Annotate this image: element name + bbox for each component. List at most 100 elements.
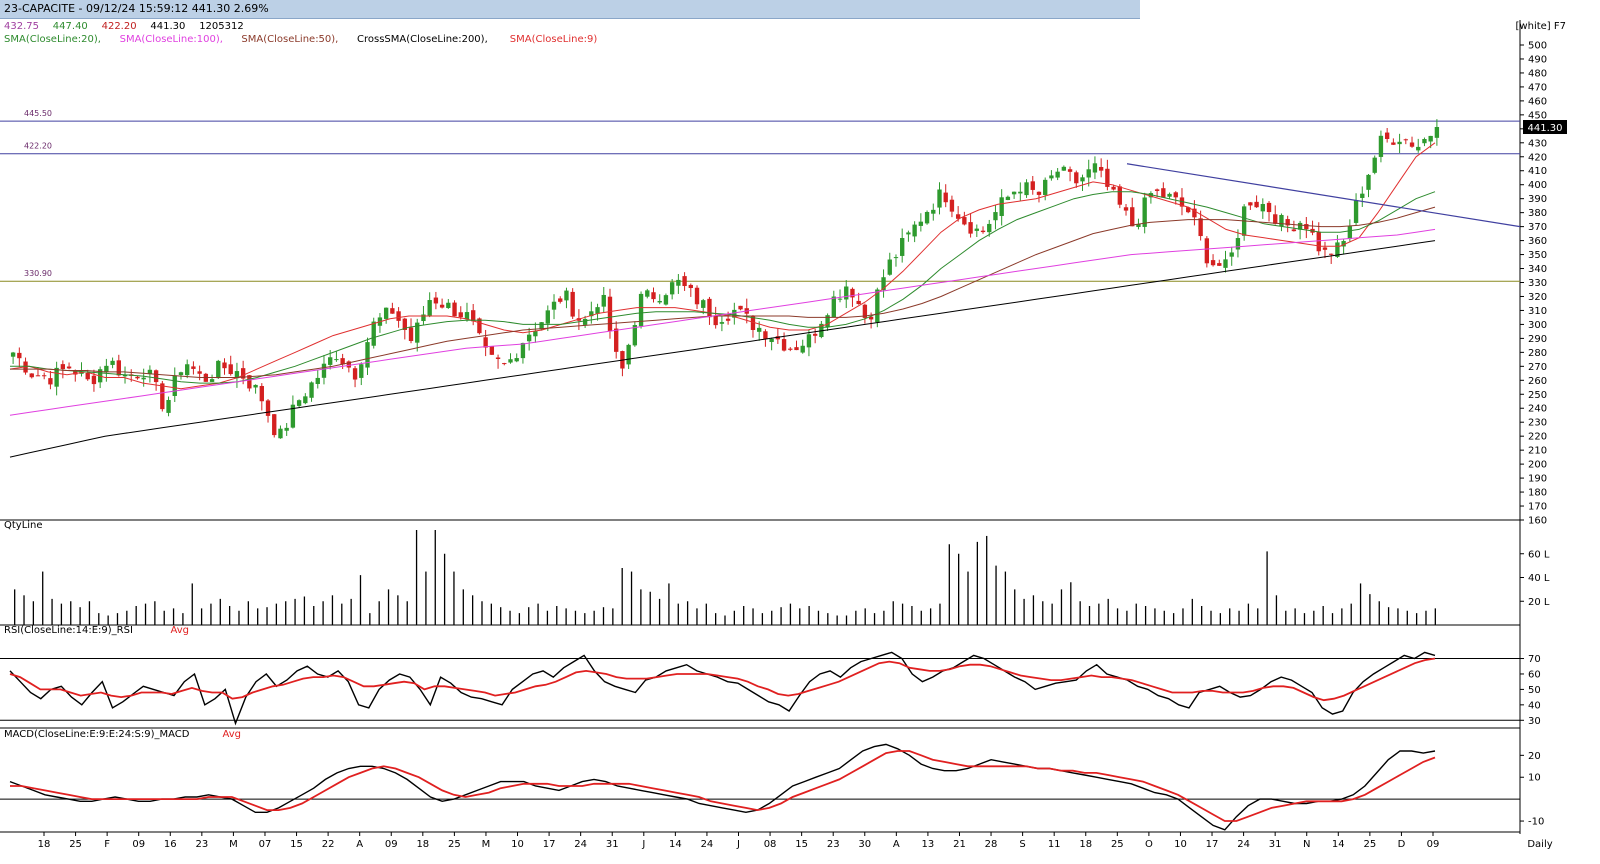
candle-body bbox=[750, 315, 756, 330]
rsi-line bbox=[9, 651, 1436, 726]
rsi-line bbox=[9, 657, 1436, 702]
candle-body bbox=[1384, 132, 1390, 139]
candle-body bbox=[48, 378, 53, 385]
candle-body bbox=[191, 366, 196, 369]
x-tick-label: 24 bbox=[1237, 839, 1250, 850]
candle-body bbox=[595, 307, 600, 314]
candle-body bbox=[321, 363, 327, 378]
candle-body bbox=[334, 359, 339, 361]
candle-body bbox=[402, 318, 407, 330]
candle-body bbox=[421, 314, 426, 322]
candle-body bbox=[1416, 146, 1421, 151]
candle-body bbox=[632, 325, 638, 346]
macd-tick-label: -10 bbox=[1528, 817, 1544, 828]
candle-body bbox=[638, 293, 644, 327]
price-tick-label: 240 bbox=[1528, 404, 1547, 415]
ohlc-value: 422.20 bbox=[102, 21, 137, 32]
candle-body bbox=[1285, 219, 1290, 226]
candle-body bbox=[141, 377, 146, 380]
candle-body bbox=[1130, 207, 1135, 227]
price-tick-label: 340 bbox=[1528, 264, 1547, 275]
candle-body bbox=[1266, 202, 1272, 213]
candle-body bbox=[10, 352, 16, 357]
price-tick-label: 420 bbox=[1528, 152, 1547, 163]
candle-body bbox=[570, 291, 575, 317]
candle-body bbox=[993, 212, 998, 221]
price-level-label: 330.90 bbox=[24, 269, 52, 278]
x-tick-label: 07 bbox=[259, 839, 272, 850]
candle-body bbox=[415, 322, 420, 343]
candle-body bbox=[91, 375, 97, 385]
candle-body bbox=[508, 359, 513, 363]
candle-body bbox=[862, 304, 868, 318]
x-tick-label: A bbox=[893, 839, 900, 850]
candle-body bbox=[924, 211, 930, 224]
candle-body bbox=[1030, 181, 1035, 190]
last-price-box bbox=[1523, 120, 1567, 135]
candle-body bbox=[1347, 226, 1353, 239]
rsi-tick-label: 70 bbox=[1528, 654, 1541, 665]
candle-body bbox=[228, 364, 233, 375]
volume-tick-label: 60 L bbox=[1528, 549, 1550, 560]
x-tick-label: A bbox=[356, 839, 363, 850]
candle-body bbox=[216, 360, 221, 379]
candle-body bbox=[725, 318, 731, 321]
ohlc-value: 1205312 bbox=[199, 21, 244, 32]
candle-body bbox=[763, 331, 768, 339]
x-tick-label: 25 bbox=[448, 839, 461, 850]
x-tick-label: 15 bbox=[290, 839, 303, 850]
price-tick-label: 350 bbox=[1528, 250, 1547, 261]
candle-body bbox=[1074, 172, 1079, 184]
candle-body bbox=[1434, 127, 1440, 138]
candle-body bbox=[247, 375, 252, 389]
price-tick-label: 380 bbox=[1528, 208, 1547, 219]
x-tick-label: 28 bbox=[985, 839, 998, 850]
x-tick-label: 09 bbox=[385, 839, 398, 850]
candle-body bbox=[17, 352, 22, 359]
candle-body bbox=[955, 214, 961, 219]
chart-title: 23-CAPACITE - 09/12/24 15:59:12 441.30 2… bbox=[4, 2, 269, 15]
ma-line bbox=[9, 240, 1436, 458]
x-tick-label: 24 bbox=[574, 839, 587, 850]
candle-body bbox=[1304, 224, 1309, 230]
candle-body bbox=[1409, 142, 1415, 147]
candle-body bbox=[35, 375, 41, 377]
candle-body bbox=[788, 348, 793, 350]
trendline bbox=[1126, 163, 1521, 228]
price-tick-label: 200 bbox=[1528, 460, 1547, 471]
candle-body bbox=[887, 259, 892, 275]
candle-body bbox=[315, 377, 320, 384]
candle-body bbox=[1192, 208, 1197, 218]
indicator-legend: CrossSMA(CloseLine:200), bbox=[357, 34, 488, 45]
candle-body bbox=[1372, 157, 1377, 173]
rsi-tick-label: 60 bbox=[1528, 669, 1541, 680]
candle-body bbox=[1360, 193, 1365, 198]
x-tick-label: 24 bbox=[701, 839, 714, 850]
candle-body bbox=[906, 232, 911, 235]
price-tick-label: 390 bbox=[1528, 194, 1547, 205]
candle-body bbox=[458, 312, 463, 318]
macd-line bbox=[9, 743, 1436, 831]
price-tick-label: 170 bbox=[1528, 502, 1547, 513]
macd-panel-label: MACD(CloseLine:E:9:E:24:S:9)_MACD bbox=[4, 729, 190, 740]
candle-body bbox=[850, 288, 855, 298]
x-tick-label: N bbox=[1303, 839, 1310, 850]
candle-body bbox=[1055, 171, 1060, 178]
x-tick-label: S bbox=[1019, 839, 1025, 850]
candle-body bbox=[844, 286, 849, 300]
candle-body bbox=[433, 297, 439, 304]
x-tick-label: 31 bbox=[1269, 839, 1282, 850]
candle-body bbox=[1378, 135, 1384, 157]
price-tick-label: 220 bbox=[1528, 432, 1547, 443]
candle-body bbox=[147, 369, 153, 375]
x-tick-label: 14 bbox=[669, 839, 682, 850]
candle-body bbox=[166, 399, 171, 413]
rsi-avg-label: Avg bbox=[171, 625, 190, 636]
x-tick-label: 13 bbox=[922, 839, 935, 850]
candle-body bbox=[29, 373, 34, 378]
candle-body bbox=[1111, 186, 1116, 190]
candle-body bbox=[365, 342, 370, 368]
indicator-legend: SMA(CloseLine:20), bbox=[4, 34, 101, 45]
candle-body bbox=[893, 257, 899, 259]
